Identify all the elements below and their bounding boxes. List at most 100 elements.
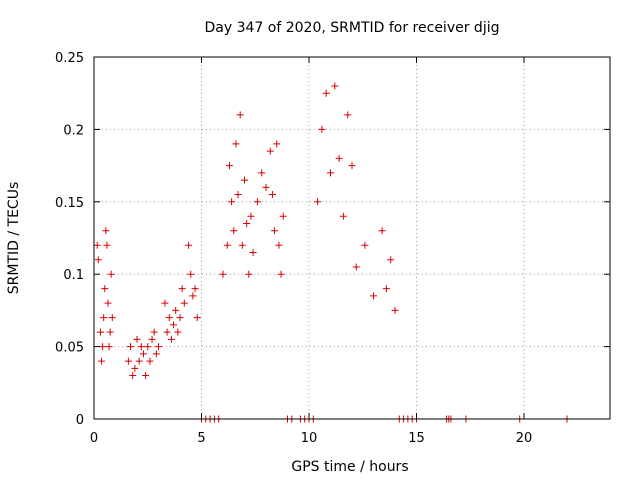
data-point [161, 299, 169, 307]
data-point [180, 299, 188, 307]
data-point [100, 314, 108, 322]
data-point [275, 241, 283, 249]
data-point [361, 241, 369, 249]
data-point [245, 270, 253, 278]
data-point [108, 314, 116, 322]
data-point [129, 372, 137, 380]
data-point [155, 343, 162, 351]
data-point [241, 176, 248, 184]
tick-labels: 0 5 10 15 20 0 0.05 0.1 0.15 0.2 0.25 [55, 51, 532, 446]
y-tick-label: 0.15 [55, 196, 84, 211]
data-point [268, 191, 276, 199]
data-point [146, 357, 154, 365]
data-point [273, 140, 281, 148]
data-point [352, 263, 360, 271]
chart-title: Day 347 of 2020, SRMTID for receiver dji… [205, 20, 500, 36]
data-point [139, 350, 147, 358]
data-point [382, 285, 390, 293]
data-point [148, 335, 156, 343]
data-point [193, 314, 201, 322]
data-point [344, 111, 352, 119]
data-point [187, 270, 195, 278]
y-tick-label: 0 [76, 413, 84, 428]
data-point [378, 227, 386, 235]
data-point [277, 270, 285, 278]
data-point [247, 212, 255, 220]
data-point [165, 314, 173, 322]
data-point [152, 350, 160, 358]
x-tick-label: 0 [90, 431, 98, 446]
data-point [271, 227, 279, 235]
data-point [102, 227, 110, 235]
data-point [249, 248, 257, 256]
data-point [219, 270, 227, 278]
data-point [327, 169, 334, 177]
data-point [279, 212, 287, 220]
data-point [225, 162, 233, 170]
data-point [253, 198, 261, 206]
axis-ticks [93, 56, 610, 420]
data-point [223, 241, 231, 249]
data-point [234, 191, 242, 199]
data-point [178, 285, 186, 293]
data-point [318, 125, 326, 133]
data-point [93, 241, 101, 249]
data-point [107, 270, 115, 278]
y-tick-label: 0.05 [55, 341, 84, 356]
x-tick-label: 5 [197, 431, 205, 446]
y-tick-label: 0.2 [63, 123, 84, 138]
data-point [174, 328, 182, 336]
y-tick-label: 0.1 [63, 268, 84, 283]
data-point [236, 111, 244, 119]
data-point [163, 328, 171, 336]
data-point [322, 89, 330, 97]
data-point [172, 306, 180, 314]
x-axis-label: GPS time / hours [291, 459, 408, 475]
data-point [314, 198, 322, 206]
data-point [335, 154, 343, 162]
data-point [135, 357, 143, 365]
data-point [131, 364, 139, 372]
x-tick-label: 15 [408, 431, 425, 446]
data-point [133, 335, 141, 343]
data-point [99, 343, 107, 351]
data-point [331, 82, 339, 90]
data-point [124, 357, 132, 365]
data-point [185, 241, 193, 249]
data-point [142, 372, 150, 380]
data-point [137, 343, 145, 351]
data-point [101, 285, 109, 293]
data-point [370, 292, 377, 300]
data-point [150, 328, 158, 336]
data-point [191, 285, 199, 293]
data-point [228, 198, 236, 206]
data-point [105, 343, 113, 351]
data-point [96, 328, 104, 336]
grid-lines [94, 57, 610, 419]
data-point [230, 227, 238, 235]
data-point [167, 335, 175, 343]
data-point [189, 292, 197, 300]
data-point [391, 306, 399, 314]
data-point [106, 328, 114, 336]
data-point [232, 140, 240, 148]
data-point [243, 220, 251, 228]
data-point [387, 256, 395, 264]
data-point [144, 343, 152, 351]
data-point [104, 299, 112, 307]
data-point [127, 343, 135, 351]
data-point [266, 147, 274, 155]
data-points [93, 82, 571, 423]
data-point [339, 212, 347, 220]
x-tick-label: 20 [516, 431, 533, 446]
data-point [170, 321, 178, 329]
data-point [258, 169, 266, 177]
data-point [238, 241, 246, 249]
data-point [176, 314, 184, 322]
x-tick-label: 10 [301, 431, 318, 446]
y-axis-label: SRMTID / TECUs [6, 182, 22, 295]
data-point [103, 241, 111, 249]
data-point [94, 256, 102, 264]
plot-frame [93, 56, 611, 420]
